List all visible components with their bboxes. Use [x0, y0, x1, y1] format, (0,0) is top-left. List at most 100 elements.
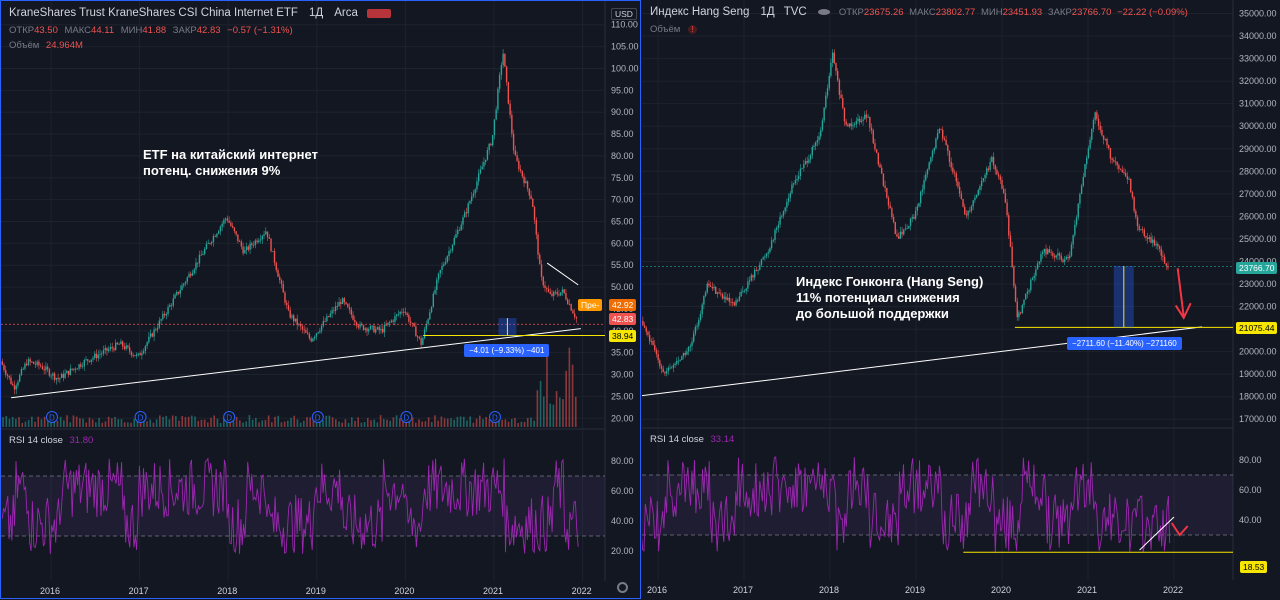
volume-bar	[207, 422, 209, 427]
candle-body	[862, 119, 864, 121]
candle-body	[118, 344, 120, 345]
candle-body	[526, 181, 529, 189]
volume-bar	[315, 419, 318, 427]
candle-body	[965, 214, 968, 216]
candle-body	[798, 176, 800, 179]
volume-bar	[34, 421, 36, 427]
hs-rsi-min-tag: 18.53	[1240, 561, 1268, 573]
volume-bar	[98, 418, 100, 427]
candle-body	[341, 298, 344, 305]
volume-bar	[383, 418, 385, 427]
hs-interval[interactable]: 1Д	[760, 6, 775, 18]
settings-gear-icon[interactable]	[617, 582, 628, 593]
hang-seng-chart-panel[interactable]: 17000.0018000.0019000.0020000.0021000.00…	[642, 0, 1280, 599]
candle-body	[448, 250, 450, 257]
candle-body	[1119, 168, 1122, 170]
candle-body	[52, 373, 54, 376]
volume-bar	[552, 404, 555, 427]
candle-body	[359, 323, 361, 328]
etf-chart-panel[interactable]: 20.0025.0030.0035.0040.0045.0050.0055.00…	[0, 0, 641, 599]
eye-icon[interactable]	[817, 9, 830, 16]
candle-body	[821, 120, 824, 131]
candle-body	[794, 180, 797, 184]
candle-body	[238, 241, 241, 242]
volume-bar	[434, 415, 436, 427]
etf-interval[interactable]: 1Д	[308, 7, 324, 19]
volume-bar	[453, 419, 455, 427]
candle-body	[195, 262, 197, 270]
volume-bar	[66, 415, 68, 427]
volume-bar	[459, 416, 462, 427]
candle-body	[41, 366, 44, 370]
candle-body	[299, 323, 302, 327]
candle-body	[1072, 235, 1074, 245]
volume-bar	[280, 422, 283, 427]
candle-body	[348, 307, 351, 310]
volume-bar	[111, 418, 113, 427]
volume-bar	[127, 422, 129, 427]
candle-body	[930, 157, 932, 163]
candle-body	[748, 280, 751, 282]
candle-body	[371, 325, 373, 327]
volume-bar	[331, 417, 334, 427]
candle-body	[747, 281, 749, 289]
candle-body	[149, 333, 152, 337]
candle-body	[696, 325, 698, 327]
candle-body	[720, 293, 722, 295]
candle-body	[413, 323, 415, 327]
price-axis-tick: 29000.00	[1239, 144, 1277, 154]
volume-bar	[56, 420, 59, 427]
volume-bar	[101, 422, 104, 427]
candle-body	[1001, 179, 1003, 189]
hs-title: Индекс Hang Seng	[650, 6, 750, 18]
candle-body	[106, 347, 108, 351]
candle-body	[1092, 120, 1095, 129]
hang-seng-chart-canvas[interactable]: 17000.0018000.0019000.0020000.0021000.00…	[642, 0, 1280, 599]
candle-body	[394, 316, 396, 322]
candle-body	[476, 181, 478, 190]
volume-bar	[178, 420, 180, 427]
hs-annotation[interactable]: Индекс Гонконга (Hang Seng) 11% потенциа…	[796, 274, 984, 321]
candle-body	[842, 97, 844, 108]
etf-measure-label[interactable]: −4.01 (−9.33%) −401	[464, 344, 550, 357]
dividend-marker-label: D	[138, 414, 144, 423]
candle-body	[83, 360, 85, 367]
warning-icon[interactable]: !	[687, 25, 697, 34]
candle-body	[528, 188, 531, 196]
candle-body	[280, 280, 283, 285]
candle-body	[504, 53, 506, 67]
dividend-marker	[311, 411, 324, 423]
etf-annotation[interactable]: ETF на китайский интернет потенц. снижен…	[143, 147, 318, 178]
candle-body	[38, 361, 40, 366]
rsi-trendline	[1139, 516, 1175, 551]
candle-body	[181, 285, 183, 291]
candle-body	[244, 250, 246, 254]
hs-measure-label[interactable]: −2711.60 (−11.40%) −271160	[1067, 337, 1182, 350]
candle-body	[388, 322, 391, 323]
candle-body	[808, 159, 810, 163]
price-axis-tick: 105.00	[611, 42, 639, 52]
candle-body	[291, 315, 293, 318]
volume-bar	[395, 415, 398, 427]
candle-body	[102, 350, 105, 354]
volume-bar	[267, 415, 270, 427]
candle-body	[874, 143, 876, 150]
etf-chart-canvas[interactable]: 20.0025.0030.0035.0040.0045.0050.0055.00…	[1, 1, 642, 600]
candle-body	[1165, 263, 1168, 266]
volume-bar	[203, 419, 206, 427]
candle-body	[1130, 178, 1132, 193]
candle-body	[833, 52, 835, 64]
candle-body	[1113, 160, 1115, 162]
candle-body	[725, 296, 727, 300]
candle-body	[770, 240, 773, 249]
currency-selector[interactable]: USD	[611, 8, 637, 20]
time-axis-tick: 2019	[905, 585, 925, 595]
candle-body	[15, 385, 17, 390]
candle-body	[26, 363, 28, 366]
candle-body	[999, 176, 1002, 180]
candle-body	[284, 292, 286, 303]
candle-body	[698, 320, 700, 326]
volume-bar	[59, 416, 62, 427]
candle-body	[1013, 266, 1015, 287]
volume-bar	[133, 418, 136, 427]
